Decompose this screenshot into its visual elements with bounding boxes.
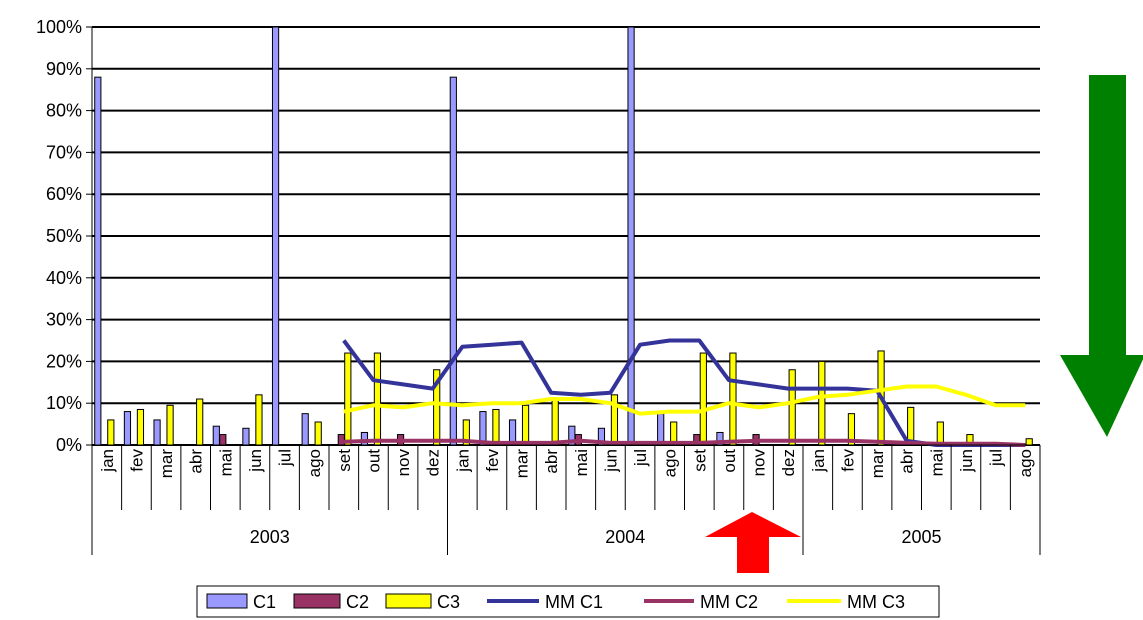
- x-tick-label: dez: [779, 449, 798, 476]
- bar-c1: [479, 411, 487, 446]
- y-tick-label: 80%: [46, 101, 82, 121]
- bar-c1: [301, 413, 309, 446]
- y-tick-label: 100%: [36, 17, 82, 37]
- bar-c3: [344, 352, 352, 446]
- gridlines: [92, 26, 1040, 446]
- bar-c3: [314, 421, 322, 446]
- year-label: 2005: [901, 527, 941, 547]
- bar-c1: [123, 411, 132, 446]
- green-down-arrow: [1060, 75, 1143, 437]
- x-tick-label: jul: [276, 449, 295, 467]
- annotations: [705, 75, 1143, 573]
- x-tick-label: fev: [127, 449, 146, 472]
- y-tick-label: 30%: [46, 310, 82, 330]
- x-tick-label: out: [720, 449, 739, 473]
- year-label: 2004: [605, 527, 645, 547]
- x-tick-label: abr: [187, 449, 206, 474]
- x-tick-label: fev: [838, 449, 857, 472]
- y-tick-label: 0%: [56, 435, 82, 455]
- y-tick-label: 90%: [46, 59, 82, 79]
- legend-label: MM C2: [700, 592, 758, 612]
- bar-c3: [699, 352, 707, 446]
- bar-c3: [521, 404, 530, 446]
- x-tick-label: jun: [957, 449, 976, 473]
- legend-swatch-c3: [385, 593, 432, 609]
- x-tick-label: mai: [572, 449, 591, 476]
- line-mm-c1: [342, 338, 1026, 447]
- x-tick-label: mar: [513, 449, 532, 479]
- bar-c1: [212, 425, 220, 446]
- x-tick-label: abr: [898, 449, 917, 474]
- year-label: 2003: [250, 527, 290, 547]
- bar-c1: [271, 26, 280, 446]
- x-tick-labels: jan fev mar abr mai jun jul ago set out nov dez jan f…: [98, 449, 1035, 479]
- y-tick-label: 40%: [46, 268, 82, 288]
- y-tick-label: 70%: [46, 142, 82, 162]
- legend-label: MM C3: [847, 592, 905, 612]
- bar-c1: [449, 76, 457, 446]
- year-labels: 2003 2004 2005: [250, 527, 942, 547]
- x-tick-label: jul: [987, 449, 1006, 467]
- x-tick-label: jan: [809, 449, 828, 473]
- legend-label: C2: [346, 592, 369, 612]
- x-tick-label: mai: [927, 449, 946, 476]
- x-tick-label: jul: [631, 449, 650, 467]
- bar-c3: [255, 394, 263, 446]
- bar-c3: [166, 404, 174, 446]
- bar-c2: [219, 434, 227, 446]
- x-tick-label: mar: [868, 449, 887, 479]
- bar-c2: [337, 434, 345, 446]
- y-tick-labels: 0% 10% 20% 30% 40% 50% 60% 70% 80% 90% 100%: [36, 17, 82, 455]
- x-tick-label: ago: [1016, 449, 1035, 477]
- legend-swatch-c2: [293, 593, 341, 609]
- x-tick-label: dez: [424, 449, 443, 476]
- bar-c3: [551, 398, 559, 446]
- x-tick-label: jun: [246, 449, 265, 473]
- bar-c3: [788, 369, 796, 446]
- y-tick-label: 60%: [46, 184, 82, 204]
- red-up-arrow: [705, 512, 801, 573]
- bar-c3: [936, 421, 944, 446]
- bar-c1: [242, 427, 250, 446]
- bar-c3: [818, 360, 826, 446]
- x-tick-label: nov: [750, 449, 769, 477]
- x-tick-label: mai: [216, 449, 235, 476]
- x-tick-label: ago: [661, 449, 680, 477]
- bar-c3: [196, 398, 204, 446]
- x-tick-label: set: [690, 449, 709, 472]
- x-tick-label: jan: [453, 449, 472, 473]
- x-tick-label: nov: [394, 449, 413, 477]
- legend-label: C3: [437, 592, 460, 612]
- axes: [86, 26, 1041, 555]
- legend: C1 C2 C3 MM C1 MM C2 MM C3: [196, 585, 940, 618]
- bar-c3: [729, 352, 737, 446]
- x-tick-label: jan: [98, 449, 117, 473]
- bar-c1: [153, 419, 161, 446]
- bar-c3: [1025, 438, 1033, 446]
- line-mm-c2: [343, 438, 1026, 447]
- bar-c3: [136, 408, 145, 446]
- x-tick-label: jun: [601, 449, 620, 473]
- y-tick-label: 20%: [46, 351, 82, 371]
- line-mm-c3: [343, 384, 1026, 416]
- x-tick-label: fev: [483, 449, 502, 472]
- x-tick-label: ago: [305, 449, 324, 477]
- x-tick-label: out: [364, 449, 383, 473]
- lines: [342, 338, 1026, 447]
- bar-c1: [657, 413, 665, 446]
- bar-c3: [107, 419, 115, 446]
- legend-swatch-c1: [206, 593, 248, 609]
- x-tick-label: set: [335, 449, 354, 472]
- legend-label: C1: [253, 592, 276, 612]
- x-tick-label: mar: [157, 449, 176, 479]
- y-tick-label: 50%: [46, 226, 82, 246]
- y-tick-label: 10%: [46, 393, 82, 413]
- bar-c1: [627, 26, 635, 446]
- x-tick-label: abr: [542, 449, 561, 474]
- bar-c1: [94, 76, 102, 446]
- bar-c3: [373, 352, 382, 446]
- legend-label: MM C1: [545, 592, 603, 612]
- bar-c3: [492, 408, 500, 446]
